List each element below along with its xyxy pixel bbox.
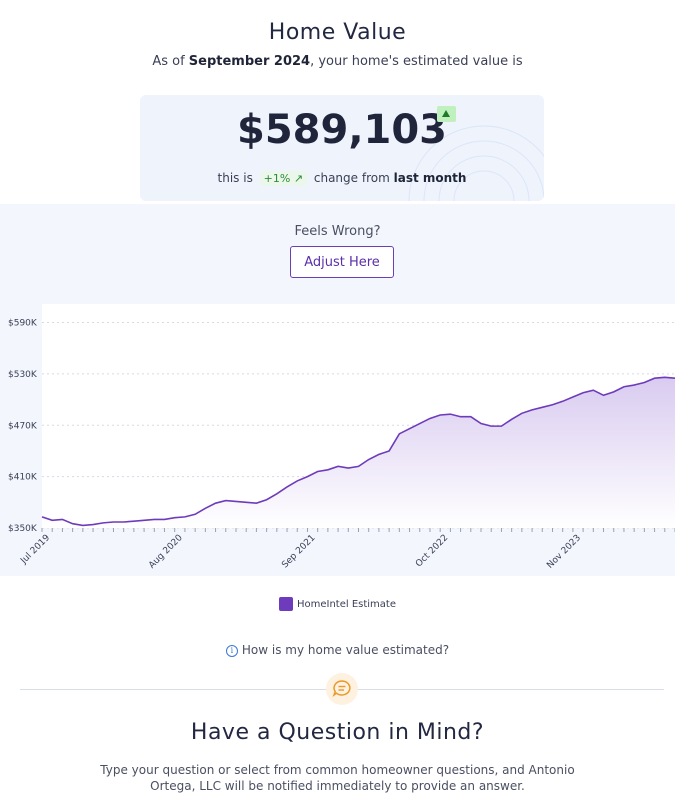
series-line xyxy=(41,376,675,527)
legend-label[interactable]: HomeIntel Estimate xyxy=(296,599,397,610)
x-tick-label: Aug 2020 xyxy=(147,533,185,571)
estimated-value: $589,103 xyxy=(236,107,448,153)
home-value-chart: $350K $410K $470K $530K $590K Jul 2019 Aug 202… xyxy=(8,304,675,571)
page-subtitle: As of September 2024, your home's estima… xyxy=(0,54,675,69)
y-tick-label: $530K xyxy=(8,370,38,380)
legend-swatch[interactable] xyxy=(278,597,293,611)
card-decoration xyxy=(408,125,544,201)
change-line: this is +1% ↗ change from last month xyxy=(140,171,544,186)
change-percent: +1% xyxy=(263,172,291,185)
question-title: Have a Question in Mind? xyxy=(190,720,485,745)
y-tick-label: $590K xyxy=(8,319,38,329)
estimate-info-label[interactable]: How is my home value estimated? xyxy=(241,643,450,657)
subtitle-prefix: As of xyxy=(152,54,189,69)
change-chip: +1% ↗ xyxy=(259,171,308,186)
x-tick-label: Sep 2021 xyxy=(280,533,317,570)
x-tick-label: Oct 2022 xyxy=(414,533,450,569)
chat-glyph xyxy=(332,680,351,698)
chart-legend: HomeIntel Estimate xyxy=(0,597,675,611)
adjust-button[interactable]: Adjust Here xyxy=(290,246,394,278)
y-tick-label: $350K xyxy=(8,524,38,534)
y-tick-label: $470K xyxy=(8,421,38,431)
change-middle: change from xyxy=(313,171,390,185)
chat-bubble-icon xyxy=(326,673,358,705)
change-period: last month xyxy=(393,171,467,185)
question-description: Type your question or select from common… xyxy=(100,763,575,793)
subtitle-date: September 2024 xyxy=(188,54,311,69)
chart-panel: Feels Wrong? Adjust Here $350K $410K $470K… xyxy=(0,204,675,576)
x-tick-label: Nov 2023 xyxy=(545,533,583,571)
feels-wrong-prompt: Feels Wrong? xyxy=(294,224,381,239)
estimate-info-link[interactable]: i How is my home value estimated? xyxy=(0,643,675,657)
info-icon: i xyxy=(225,644,238,657)
change-prefix: this is xyxy=(217,171,253,185)
subtitle-suffix: , your home's estimated value is xyxy=(310,54,523,69)
trend-up-icon xyxy=(437,106,456,122)
x-tick-label: Jul 2019 xyxy=(18,533,52,567)
trending-up-icon: ↗ xyxy=(293,172,304,185)
y-tick-label: $410K xyxy=(8,473,38,483)
series-area xyxy=(42,377,675,528)
page-title: Home Value xyxy=(268,20,407,45)
value-card: $589,103 this is +1% ↗ change from last … xyxy=(140,95,544,201)
